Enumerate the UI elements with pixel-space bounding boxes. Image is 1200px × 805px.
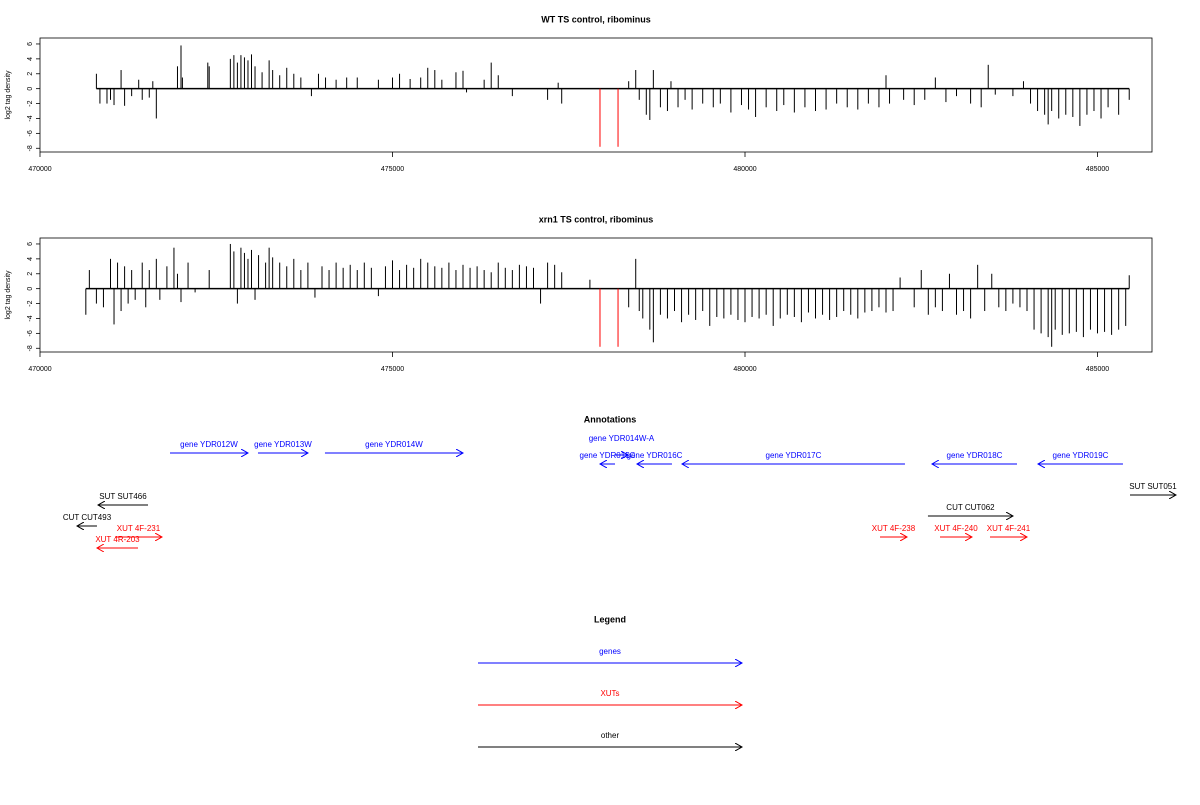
y-tick-label: -8 xyxy=(27,145,34,151)
y-tick-label: 0 xyxy=(27,87,34,91)
y-tick-label: -2 xyxy=(27,300,34,306)
y-tick-label: 4 xyxy=(27,57,34,61)
annotation-label: SUT SUT051 xyxy=(1129,482,1177,491)
y-tick-label: -4 xyxy=(27,115,34,121)
x-tick-label: 485000 xyxy=(1086,166,1109,173)
y-tick-label: -2 xyxy=(27,100,34,106)
y-axis-label: log2 tag density xyxy=(5,270,12,320)
annotation-label: gene YDR014W-A xyxy=(589,434,655,443)
annotations-title: Annotations xyxy=(584,414,637,424)
annotation-label: gene YDR017C xyxy=(766,451,822,460)
y-tick-label: 2 xyxy=(27,272,34,276)
plot-frame xyxy=(39,237,1153,353)
x-tick-label: 470000 xyxy=(28,366,51,373)
x-tick-label: 485000 xyxy=(1086,366,1109,373)
annotation-label: CUT CUT062 xyxy=(946,503,995,512)
y-tick-label: 6 xyxy=(27,42,34,46)
annotation-label: gene YDR013W xyxy=(254,440,312,449)
annotation-label: gene YDR012W xyxy=(180,440,238,449)
chart-title: xrn1 TS control, ribominus xyxy=(539,214,654,224)
annotation-label: gene YDR015C xyxy=(580,451,636,460)
annotation-label: SUT SUT466 xyxy=(99,492,147,501)
x-tick-label: 475000 xyxy=(381,166,404,173)
legend-label: genes xyxy=(599,647,621,656)
x-tick-label: 475000 xyxy=(381,366,404,373)
annotation-label: gene YDR019C xyxy=(1053,451,1109,460)
y-tick-label: -4 xyxy=(27,315,34,321)
y-tick-label: 2 xyxy=(27,72,34,76)
y-axis-label: log2 tag density xyxy=(5,70,12,120)
y-tick-label: -6 xyxy=(27,330,34,336)
annotation-label: XUT 4F-231 xyxy=(117,524,161,533)
annotation-label: CUT CUT493 xyxy=(63,513,112,522)
x-tick-label: 480000 xyxy=(733,166,756,173)
annotation-label: XUT 4F-240 xyxy=(934,524,978,533)
legend-label: other xyxy=(601,731,620,740)
legend-title: Legend xyxy=(594,614,626,624)
annotation-label: XUT 4F-241 xyxy=(987,524,1031,533)
annotation-label: gene YDR018C xyxy=(947,451,1003,460)
x-tick-label: 470000 xyxy=(28,166,51,173)
legend-label: XUTs xyxy=(600,689,619,698)
annotation-label: gene YDR014W xyxy=(365,440,423,449)
x-tick-label: 480000 xyxy=(733,366,756,373)
y-tick-label: -8 xyxy=(27,345,34,351)
y-tick-label: -6 xyxy=(27,130,34,136)
chart-title: WT TS control, ribominus xyxy=(541,14,651,24)
y-tick-label: 4 xyxy=(27,257,34,261)
y-tick-label: 0 xyxy=(27,287,34,291)
annotation-label: gene YDR016C xyxy=(627,451,683,460)
plot-frame xyxy=(39,37,1153,153)
annotation-label: XUT 4F-238 xyxy=(872,524,916,533)
y-tick-label: 6 xyxy=(27,242,34,246)
annotation-label: XUT 4R-203 xyxy=(95,535,140,544)
